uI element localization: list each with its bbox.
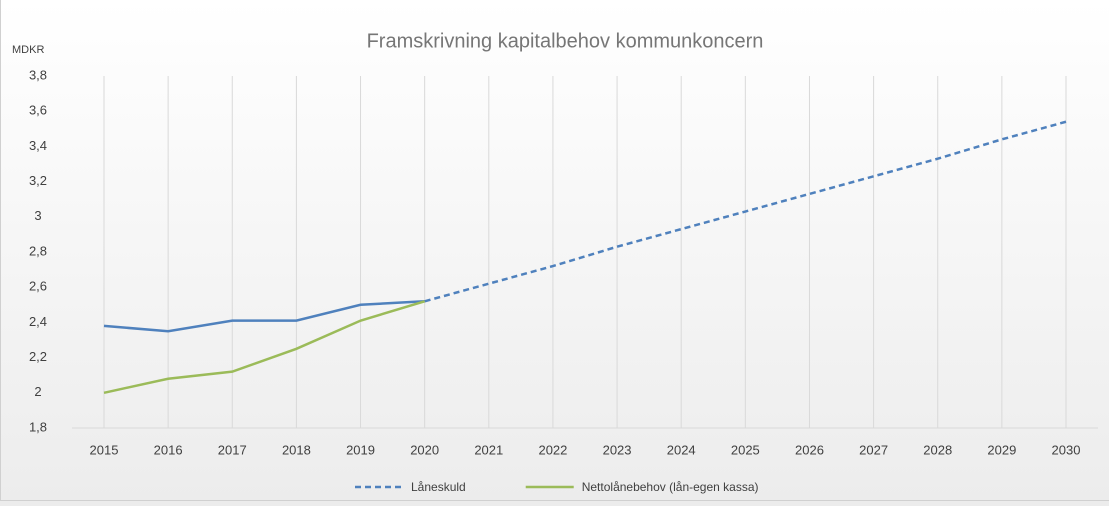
y-tick-label: 2,2 <box>29 349 47 364</box>
x-tick-label: 2016 <box>154 442 183 457</box>
chart-title: Framskrivning kapitalbehov kommunkoncern <box>367 30 764 52</box>
series-line <box>424 120 1067 303</box>
series-line <box>103 300 426 395</box>
x-tick-label: 2023 <box>603 442 632 457</box>
y-tick-label: 3 <box>34 208 41 223</box>
y-tick-label: 1,8 <box>29 419 47 434</box>
series-line <box>103 300 425 333</box>
x-tick-label: 2018 <box>282 442 311 457</box>
legend-label: Nettolånebehov (lån-egen kassa) <box>582 480 759 494</box>
y-tick-label: 3,6 <box>29 103 47 118</box>
y-tick-label: 2,6 <box>29 279 47 294</box>
x-tick-label: 2028 <box>923 442 952 457</box>
y-tick-label: 3,2 <box>29 173 47 188</box>
x-tick-label: 2021 <box>474 442 503 457</box>
y-tick-label: 2,8 <box>29 243 47 258</box>
x-tick-label: 2025 <box>731 442 760 457</box>
x-tick-label: 2026 <box>795 442 824 457</box>
x-tick-label: 2020 <box>410 442 439 457</box>
x-tick-label: 2015 <box>90 442 119 457</box>
x-tick-label: 2027 <box>859 442 888 457</box>
x-tick-label: 2017 <box>218 442 247 457</box>
y-tick-label: 2,4 <box>29 314 47 329</box>
x-tick-label: 2022 <box>538 442 567 457</box>
y-tick-label: 3,4 <box>29 138 47 153</box>
legend-label: Låneskuld <box>411 480 466 494</box>
x-tick-label: 2024 <box>667 442 696 457</box>
x-tick-label: 2029 <box>987 442 1016 457</box>
x-tick-label: 2019 <box>346 442 375 457</box>
x-tick-label: 2030 <box>1052 442 1081 457</box>
y-axis-label: MDKR <box>12 44 44 56</box>
y-tick-label: 2 <box>34 384 41 399</box>
y-tick-label: 3,8 <box>29 67 47 82</box>
